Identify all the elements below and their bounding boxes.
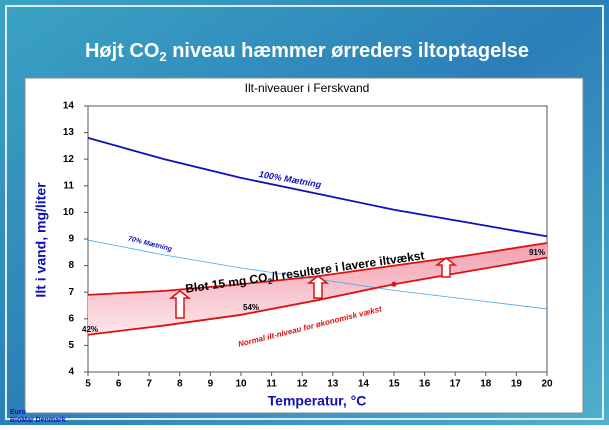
x-tick-label: 8 <box>177 379 183 390</box>
x-tick-label: 13 <box>327 379 339 390</box>
y-axis-label: Ilt i vand, mg/liter <box>33 182 49 298</box>
series-line <box>87 256 548 336</box>
title-subscript: 2 <box>159 49 166 64</box>
arrow <box>306 275 330 299</box>
point <box>391 281 397 287</box>
percent-label: 91% <box>529 248 545 257</box>
slide-frame <box>5 5 604 420</box>
y-tick-label: 14 <box>63 101 75 112</box>
x-axis-label: Temperatur, °C <box>268 393 367 409</box>
y-tick-label: 9 <box>68 234 74 245</box>
slide-title: Højt CO2 niveau hæmmer ørreders iltoptag… <box>85 40 529 64</box>
footer-text: Euro <box>10 409 26 416</box>
y-tick-label: 8 <box>68 260 74 271</box>
arrow <box>434 257 458 278</box>
y-tick-label: 5 <box>68 340 74 351</box>
y-tick-label: 12 <box>63 154 75 165</box>
x-tick-label: 15 <box>388 379 400 390</box>
x-tick-label: 6 <box>116 379 122 390</box>
x-tick-label: 10 <box>235 379 247 390</box>
percent-label: 42% <box>82 325 98 334</box>
x-tick-label: 14 <box>358 379 370 390</box>
chart-subtitle: Ilt-niveauer i Ferskvand <box>245 81 370 95</box>
arrow <box>168 290 192 319</box>
x-tick-label: 9 <box>208 379 214 390</box>
y-tick-label: 6 <box>68 313 74 324</box>
x-tick-label: 11 <box>266 379 277 390</box>
footer-text: BioMar Denmark <box>10 417 66 424</box>
x-tick-label: 12 <box>297 379 309 390</box>
x-tick-label: 17 <box>450 379 462 390</box>
x-tick-label: 18 <box>480 379 492 390</box>
annotation-subscript: 2 <box>267 277 273 287</box>
title-part: niveau hæmmer ørreders iltoptagelse <box>167 40 529 62</box>
x-tick-label: 20 <box>541 379 553 390</box>
y-tick-label: 4 <box>68 367 74 378</box>
x-tick-label: 5 <box>85 379 91 390</box>
y-tick-label: 13 <box>63 127 75 138</box>
percent-label: 54% <box>243 303 259 312</box>
plot-area <box>87 105 548 373</box>
x-tick-label: 16 <box>419 379 431 390</box>
y-tick-label: 7 <box>68 287 74 298</box>
x-tick-label: 7 <box>146 379 152 390</box>
title-part: Højt CO <box>85 40 159 62</box>
series-line <box>87 137 548 238</box>
y-tick-label: 11 <box>63 180 74 191</box>
y-tick-label: 10 <box>63 207 75 218</box>
x-tick-label: 19 <box>511 379 523 390</box>
